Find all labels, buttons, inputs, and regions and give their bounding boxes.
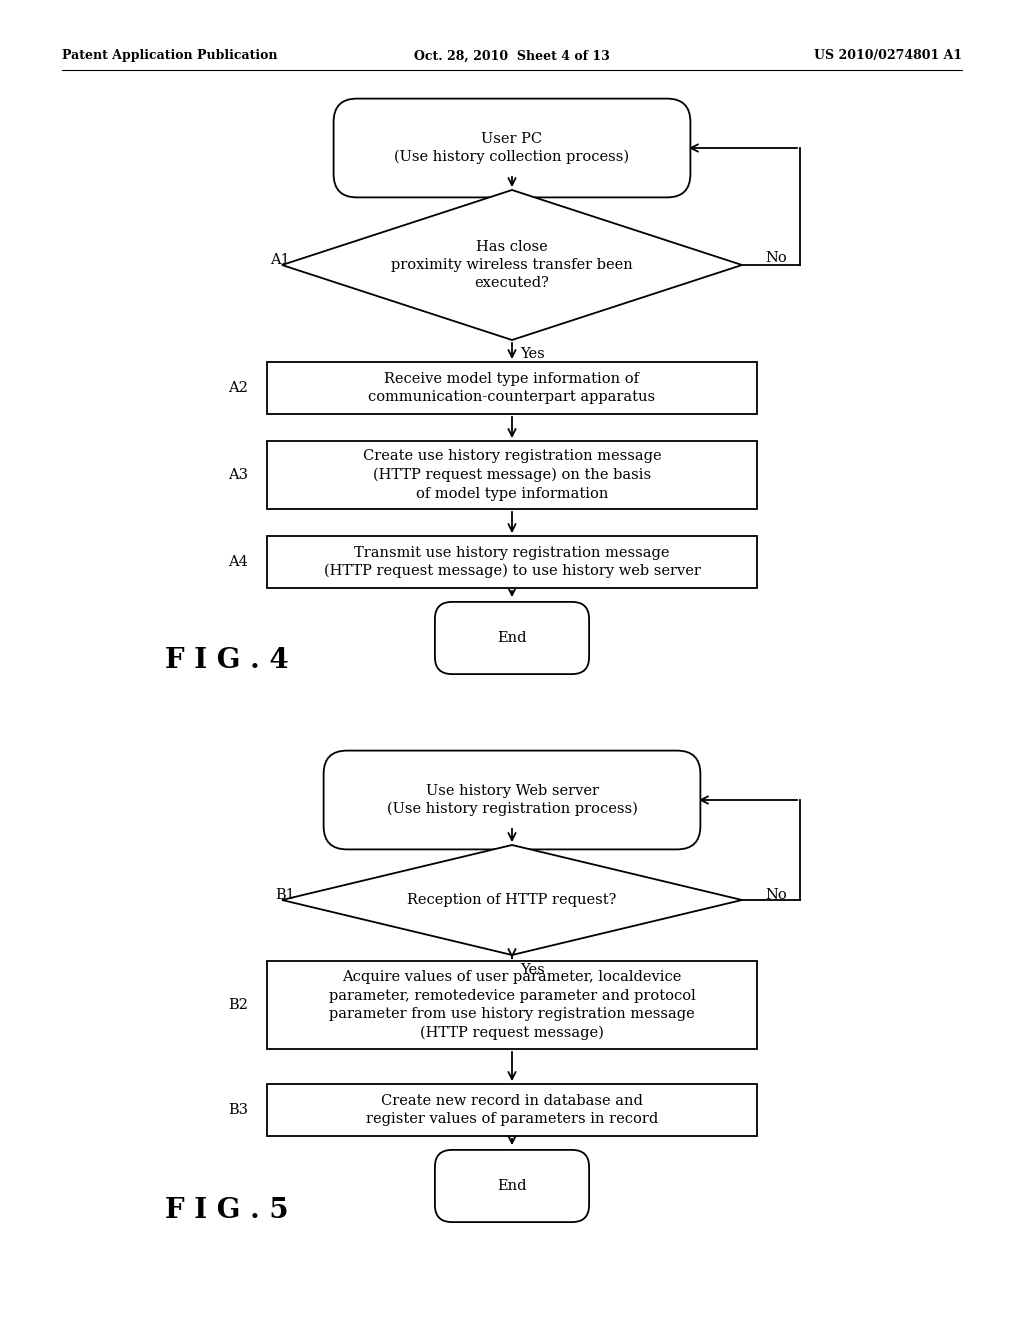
Text: Use history Web server
(Use history registration process): Use history Web server (Use history regi…	[387, 784, 637, 817]
Text: User PC
(Use history collection process): User PC (Use history collection process)	[394, 132, 630, 165]
Bar	[267, 536, 757, 587]
Text: No: No	[765, 251, 786, 265]
Text: Create new record in database and
register values of parameters in record: Create new record in database and regist…	[366, 1094, 658, 1126]
Text: B3: B3	[228, 1104, 248, 1117]
Text: A2: A2	[228, 381, 248, 395]
Text: Yes: Yes	[520, 347, 545, 360]
Text: No: No	[765, 888, 786, 902]
Text: A3: A3	[228, 469, 248, 482]
Bar	[267, 1084, 757, 1137]
Text: Reception of HTTP request?: Reception of HTTP request?	[408, 894, 616, 907]
Text: A4: A4	[228, 554, 248, 569]
Text: F I G . 4: F I G . 4	[165, 647, 289, 673]
Text: Acquire values of user parameter, localdevice
parameter, remotedevice parameter : Acquire values of user parameter, locald…	[329, 970, 695, 1040]
Text: End: End	[498, 1179, 526, 1193]
Text: B2: B2	[228, 998, 248, 1012]
Text: Yes: Yes	[520, 964, 545, 977]
FancyBboxPatch shape	[324, 751, 700, 849]
Text: End: End	[498, 631, 526, 645]
FancyBboxPatch shape	[435, 1150, 589, 1222]
Text: Patent Application Publication: Patent Application Publication	[62, 49, 278, 62]
Bar	[267, 961, 757, 1049]
Bar	[267, 441, 757, 510]
Text: US 2010/0274801 A1: US 2010/0274801 A1	[814, 49, 962, 62]
Text: A1: A1	[270, 253, 290, 267]
Text: Create use history registration message
(HTTP request message) on the basis
of m: Create use history registration message …	[362, 449, 662, 500]
FancyBboxPatch shape	[435, 602, 589, 675]
Text: Oct. 28, 2010  Sheet 4 of 13: Oct. 28, 2010 Sheet 4 of 13	[414, 49, 610, 62]
Text: Has close
proximity wireless transfer been
executed?: Has close proximity wireless transfer be…	[391, 240, 633, 290]
FancyBboxPatch shape	[334, 99, 690, 198]
Text: F I G . 5: F I G . 5	[165, 1196, 289, 1224]
Text: Transmit use history registration message
(HTTP request message) to use history : Transmit use history registration messag…	[324, 545, 700, 578]
Bar	[267, 362, 757, 414]
Text: B1: B1	[275, 888, 295, 902]
Polygon shape	[282, 190, 742, 341]
Polygon shape	[282, 845, 742, 954]
Text: Receive model type information of
communication-counterpart apparatus: Receive model type information of commun…	[369, 372, 655, 404]
